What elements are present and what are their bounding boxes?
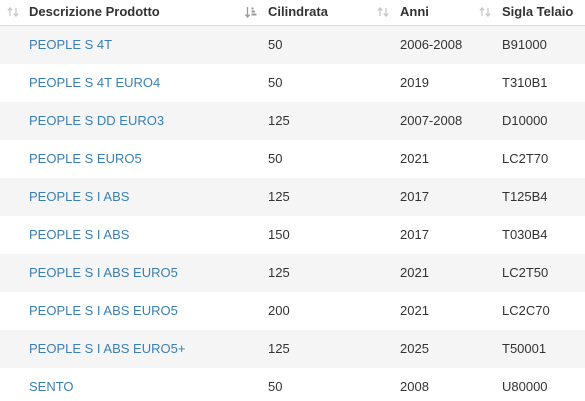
cilindrata-cell: 50 [268, 37, 283, 52]
table-row[interactable]: PEOPLE S I ABS 125 2017 T125B4 [0, 178, 585, 216]
product-link[interactable]: PEOPLE S 4T [29, 37, 113, 52]
table-row[interactable]: PEOPLE S DD EURO3 125 2007-2008 D10000 [0, 102, 585, 140]
sigla-telaio-cell: T030B4 [502, 227, 548, 242]
sort-both-icon[interactable] [6, 5, 20, 19]
anni-cell: 2008 [400, 379, 429, 394]
sigla-telaio-cell: D10000 [502, 113, 548, 128]
sigla-telaio-cell: T310B1 [502, 75, 548, 90]
table-row[interactable]: PEOPLE S I ABS EURO5 125 2021 LC2T50 [0, 254, 585, 292]
column-header-cilindrata[interactable]: Cilindrata [268, 4, 328, 19]
table-header: Descrizione Prodotto Cilindrata Anni Sig… [0, 0, 585, 26]
product-link[interactable]: PEOPLE S I ABS EURO5 [29, 303, 178, 318]
anni-cell: 2017 [400, 227, 429, 242]
column-header-anni[interactable]: Anni [400, 4, 429, 19]
cilindrata-cell: 50 [268, 75, 283, 90]
table-row[interactable]: PEOPLE S 4T 50 2006-2008 B91000 [0, 26, 585, 64]
anni-cell: 2017 [400, 189, 429, 204]
table-row[interactable]: SENTO 50 2008 U80000 [0, 368, 585, 401]
anni-cell: 2019 [400, 75, 429, 90]
product-link[interactable]: PEOPLE S I ABS [29, 227, 130, 242]
cilindrata-cell: 50 [268, 379, 283, 394]
anni-cell: 2006-2008 [400, 37, 463, 52]
product-link[interactable]: PEOPLE S I ABS EURO5+ [29, 341, 186, 356]
sigla-telaio-cell: LC2C70 [502, 303, 550, 318]
cilindrata-cell: 125 [268, 189, 290, 204]
sigla-telaio-cell: T125B4 [502, 189, 548, 204]
anni-cell: 2025 [400, 341, 429, 356]
anni-cell: 2021 [400, 265, 429, 280]
product-link[interactable]: PEOPLE S I ABS EURO5 [29, 265, 178, 280]
sigla-telaio-cell: B91000 [502, 37, 547, 52]
sort-both-icon[interactable] [478, 5, 492, 19]
product-link[interactable]: SENTO [29, 379, 74, 394]
cilindrata-cell: 125 [268, 265, 290, 280]
column-header-sigla[interactable]: Sigla Telaio [502, 4, 574, 19]
anni-cell: 2021 [400, 151, 429, 166]
product-link[interactable]: PEOPLE S EURO5 [29, 151, 142, 166]
cilindrata-cell: 150 [268, 227, 290, 242]
table-row[interactable]: PEOPLE S EURO5 50 2021 LC2T70 [0, 140, 585, 178]
product-link[interactable]: PEOPLE S 4T EURO4 [29, 75, 161, 90]
table-row[interactable]: PEOPLE S I ABS EURO5+ 125 2025 T50001 [0, 330, 585, 368]
sigla-telaio-cell: U80000 [502, 379, 548, 394]
table-row[interactable]: PEOPLE S I ABS 150 2017 T030B4 [0, 216, 585, 254]
cilindrata-cell: 125 [268, 113, 290, 128]
sigla-telaio-cell: T50001 [502, 341, 547, 356]
sigla-telaio-cell: LC2T70 [502, 151, 549, 166]
sort-ascending-icon[interactable] [244, 5, 258, 19]
sort-both-icon[interactable] [376, 5, 390, 19]
anni-cell: 2021 [400, 303, 429, 318]
table-row[interactable]: PEOPLE S I ABS EURO5 200 2021 LC2C70 [0, 292, 585, 330]
table-row[interactable]: PEOPLE S 4T EURO4 50 2019 T310B1 [0, 64, 585, 102]
cilindrata-cell: 200 [268, 303, 290, 318]
sigla-telaio-cell: LC2T50 [502, 265, 549, 280]
column-header-descrizione[interactable]: Descrizione Prodotto [29, 4, 160, 19]
anni-cell: 2007-2008 [400, 113, 463, 128]
product-link[interactable]: PEOPLE S DD EURO3 [29, 113, 165, 128]
cilindrata-cell: 50 [268, 151, 283, 166]
cilindrata-cell: 125 [268, 341, 290, 356]
product-link[interactable]: PEOPLE S I ABS [29, 189, 130, 204]
